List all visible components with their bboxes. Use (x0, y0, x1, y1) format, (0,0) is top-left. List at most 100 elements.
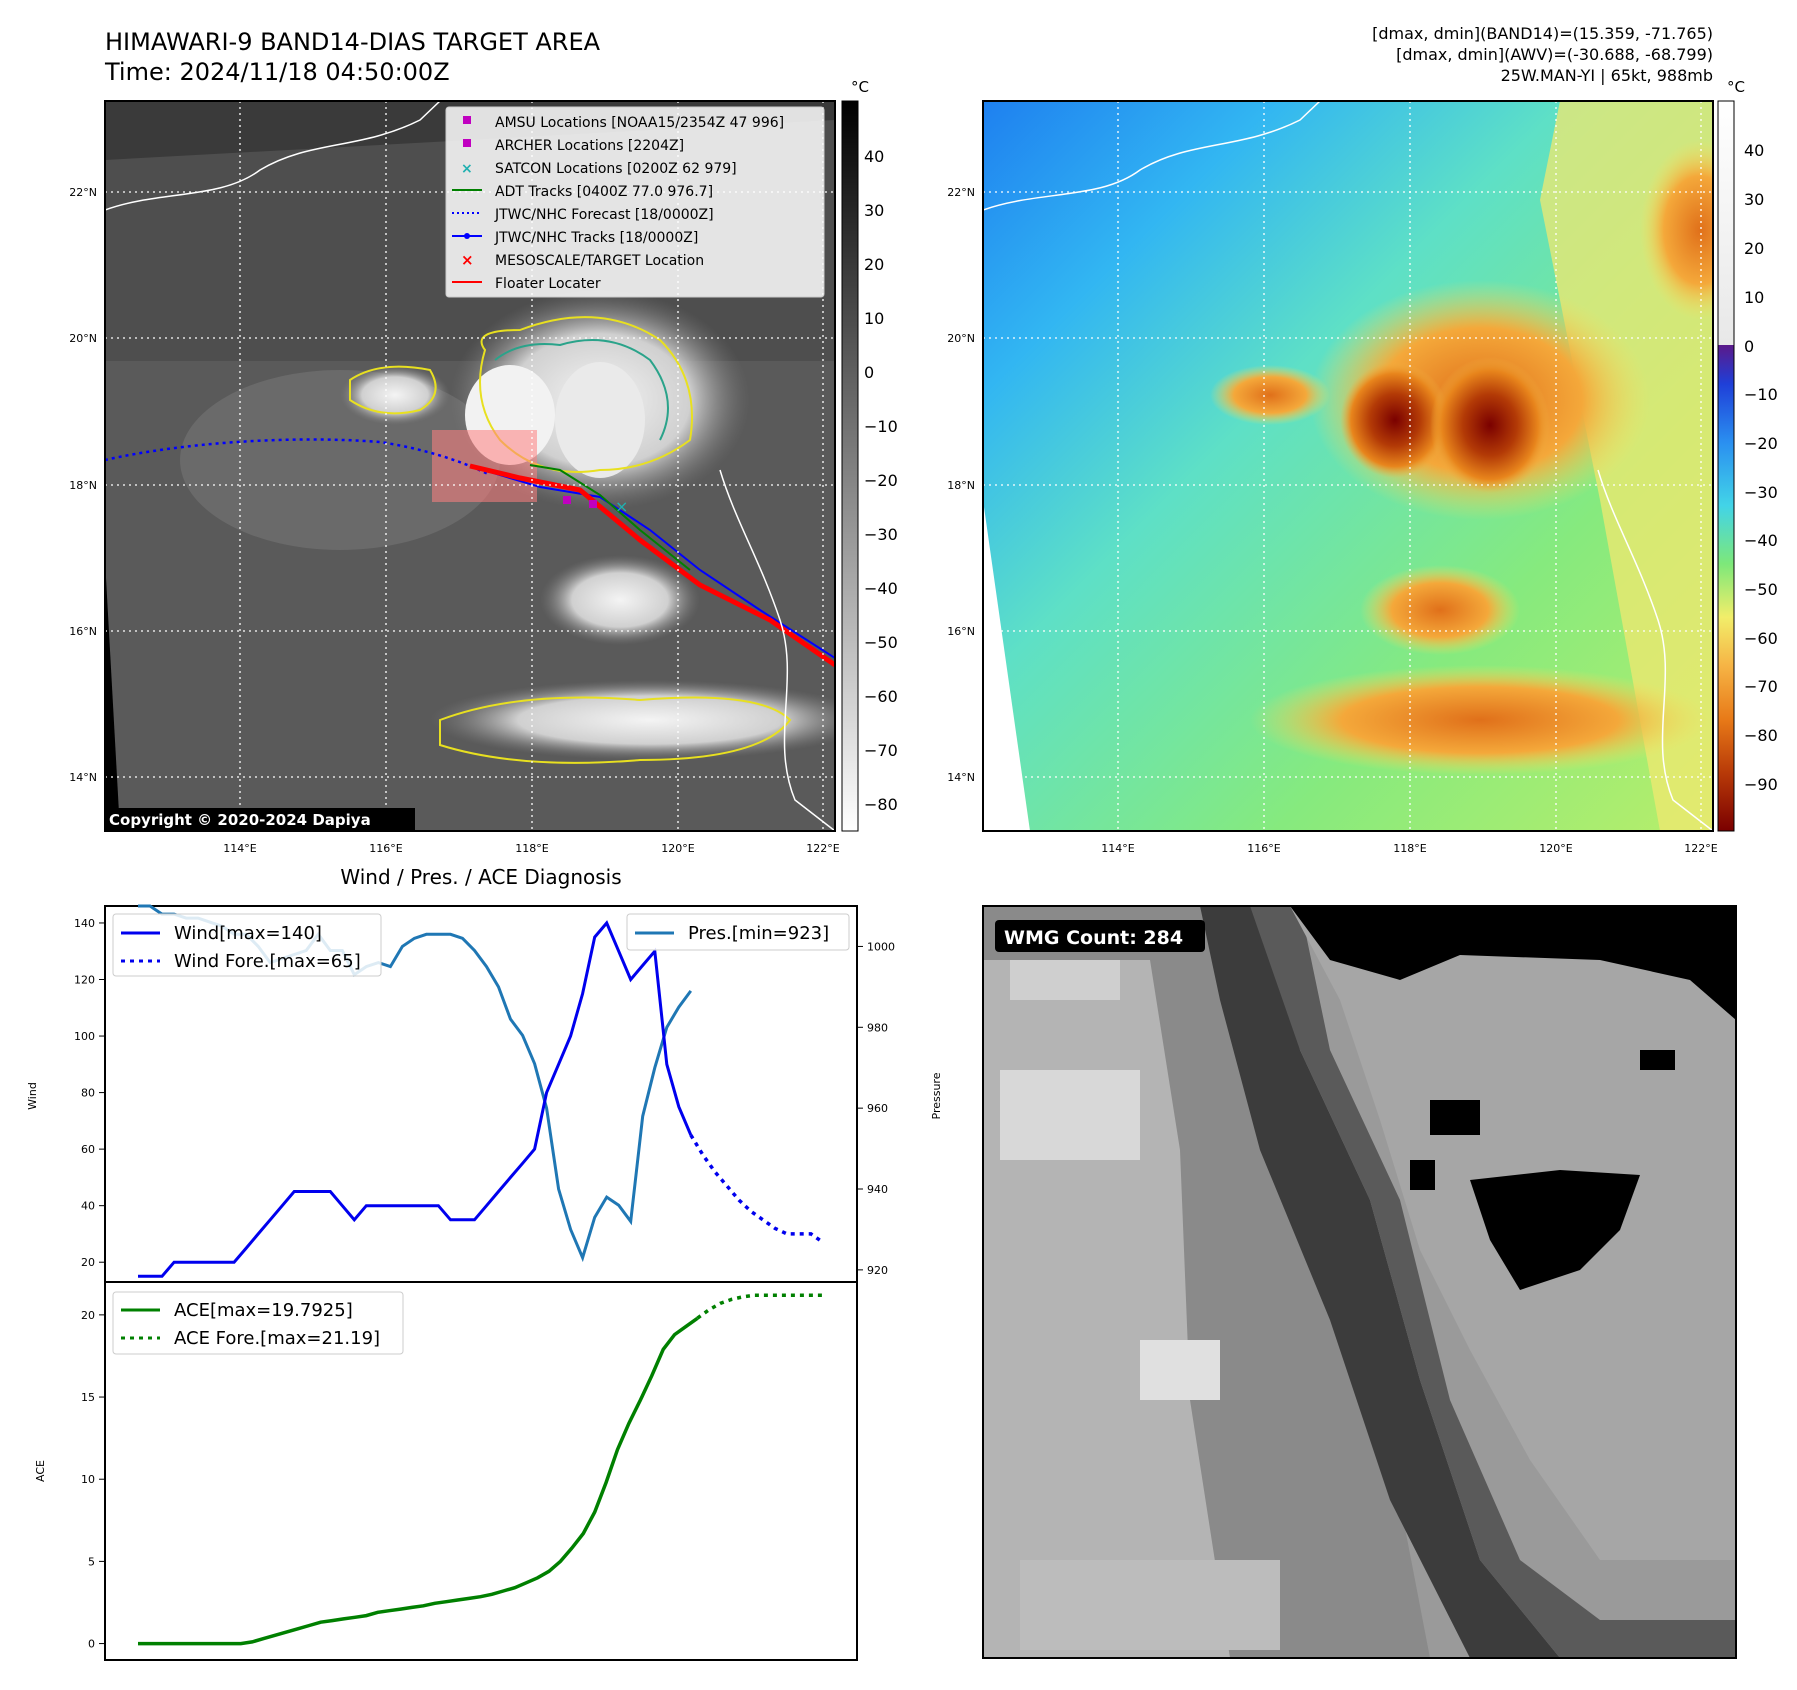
color-tick-0: 0 (1744, 337, 1754, 356)
color-colorbar-frame (1717, 100, 1735, 832)
ir-nodata-edge (105, 560, 120, 831)
ir-lon-labels: 114°E 116°E 118°E 120°E 122°E (223, 842, 839, 855)
color-tick-20: 20 (1744, 239, 1764, 258)
awv-west-cell (1210, 365, 1330, 425)
color-tick-m90: −90 (1744, 775, 1778, 794)
legend-floater: Floater Locater (495, 276, 601, 292)
satcon-legend-icon: × (461, 161, 473, 177)
gray-colorbar (841, 100, 859, 832)
coastline-north (105, 101, 441, 211)
wmg-bright-patch-2 (1010, 960, 1120, 1000)
diagnosis-panel: Wind / Pres. / ACE Diagnosis Wind Pressu… (26, 865, 943, 1661)
color-tick-m50: −50 (1744, 580, 1778, 599)
dmax-awv-label: [dmax, dmin](AWV)=(-30.688, -68.799) (1396, 45, 1713, 64)
ace-chart-layer: 0 5 10 15 20 (81, 1293, 823, 1651)
gray-tick-10: 10 (864, 309, 884, 328)
color-tick-m60: −60 (1744, 629, 1778, 648)
jtwc-forecast-track (105, 438, 491, 477)
color-tick-m20: −20 (1744, 434, 1778, 453)
awv-map-frame (982, 100, 1714, 832)
ace-fore-legend-label: ACE Fore.[max=21.19] (174, 1328, 380, 1349)
wmg-dark-band (1200, 906, 1560, 1658)
awv-hot-core-east (1430, 357, 1550, 493)
legend-satcon: SATCON Locations [0200Z 62 979] (495, 161, 737, 177)
wmg-mid-band (1250, 906, 1736, 1658)
wmg-frame (982, 905, 1737, 1659)
lat-label-22: 22°N (69, 186, 97, 199)
awv-lat-18: 18°N (947, 479, 975, 492)
pres-tick-label: 980 (867, 1021, 888, 1034)
color-cbar-upper (1718, 101, 1734, 345)
wind-tick-label: 120 (74, 974, 95, 987)
color-tick-m10: −10 (1744, 385, 1778, 404)
pres-legend-box (626, 913, 850, 951)
ir-contour-west (349, 365, 437, 415)
awv-lon-114: 114°E (1101, 842, 1134, 855)
awv-hot-core-west (1340, 362, 1450, 478)
track-legend-dot (464, 233, 470, 239)
gray-tick-m60: −60 (864, 687, 898, 706)
gray-tick-m10: −10 (864, 417, 898, 436)
lon-label-118: 118°E (515, 842, 548, 855)
wind-tick-label: 80 (81, 1087, 95, 1100)
ace-legend-label: ACE[max=19.7925] (174, 1300, 353, 1321)
ace-legend: ACE[max=19.7925] ACE Fore.[max=21.19] (112, 1291, 404, 1355)
color-cbar-lower (1718, 345, 1734, 831)
target-legend-icon: × (461, 251, 474, 269)
legend-forecast: JTWC/NHC Forecast [18/0000Z] (494, 207, 714, 223)
legend-adt: ADT Tracks [0400Z 77.0 976.7] (495, 184, 713, 200)
color-cbar-unit: °C (1727, 78, 1745, 96)
coastline-luzon (719, 469, 835, 831)
awv-lon-120: 120°E (1539, 842, 1572, 855)
archer-marker (589, 500, 597, 508)
color-tick-m30: −30 (1744, 483, 1778, 502)
pressure-axis-label: Pressure (930, 1072, 943, 1119)
ace-tick-label: 0 (88, 1638, 95, 1651)
wind-tick-label: 20 (81, 1256, 95, 1269)
ir-eyewall-east (555, 362, 645, 478)
wind-tick-label: 140 (74, 917, 95, 930)
wmg-count-label: WMG Count: 284 (1004, 927, 1183, 949)
ace-tick-label: 20 (81, 1309, 95, 1322)
wind-legend-box (112, 913, 382, 977)
mesoscale-target-box (432, 430, 537, 502)
dmax-band14-label: [dmax, dmin](BAND14)=(15.359, -71.765) (1372, 24, 1713, 43)
diagnosis-title: Wind / Pres. / ACE Diagnosis (340, 865, 621, 889)
wind-legend-label: Wind[max=140] (174, 923, 322, 944)
lat-label-18: 18°N (69, 479, 97, 492)
ace-tick-label: 5 (88, 1555, 95, 1568)
adt-track (529, 464, 691, 571)
ir-contour-teal (494, 339, 669, 441)
pres-legend: Pres.[min=923] (626, 913, 850, 951)
lat-label-16: 16°N (69, 625, 97, 638)
ace-axis-label: ACE (34, 1460, 47, 1482)
color-tick-m70: −70 (1744, 677, 1778, 696)
gray-cbar-unit: °C (851, 78, 869, 96)
color-tick-10: 10 (1744, 288, 1764, 307)
lon-label-116: 116°E (369, 842, 402, 855)
awv-south-band (1250, 665, 1710, 775)
gray-tick-m50: −50 (864, 633, 898, 652)
legend-box (445, 106, 825, 298)
ir-contour-south (439, 696, 792, 764)
gray-tick-20: 20 (864, 255, 884, 274)
gray-tick-m30: −30 (864, 525, 898, 544)
wmg-panel: WMG Count: 284 (982, 905, 1737, 1659)
ir-rainband-south (430, 680, 835, 760)
wind-legend: Wind[max=140] Wind Fore.[max=65] (112, 913, 382, 977)
awv-lat-22: 22°N (947, 186, 975, 199)
awv-map-panel: 22°N 20°N 18°N 16°N 14°N 114°E 116°E 118… (947, 78, 1778, 855)
wmg-black-spot-2 (1410, 1160, 1435, 1190)
jtwc-best-track (469, 465, 835, 659)
pres-legend-label: Pres.[min=923] (688, 923, 829, 944)
copyright-label: Copyright © 2020-2024 Dapiya (109, 811, 371, 829)
awv-lat-14: 14°N (947, 771, 975, 784)
archer-legend-icon (463, 139, 471, 147)
gray-tick-30: 30 (864, 201, 884, 220)
copyright-box (105, 808, 415, 831)
lat-label-20: 20°N (69, 332, 97, 345)
legend-target: MESOSCALE/TARGET Location (495, 253, 704, 269)
map-legend: AMSU Locations [NOAA15/2354Z 47 996] ARC… (445, 106, 825, 298)
wmg-bright-patch-4 (1020, 1560, 1280, 1650)
